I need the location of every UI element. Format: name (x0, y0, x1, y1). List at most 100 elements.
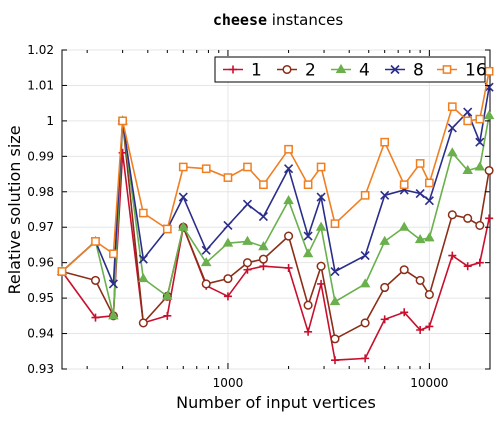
data-point (303, 300, 313, 310)
series-line (61, 71, 490, 273)
data-point (304, 327, 313, 336)
data-point (475, 258, 484, 267)
data-point (379, 235, 390, 245)
data-point (162, 224, 172, 234)
data-point (475, 137, 485, 147)
data-point (284, 231, 294, 241)
legend-item-16: 16 (437, 61, 487, 81)
data-point (200, 257, 212, 267)
legend-label: 1 (251, 61, 262, 81)
legend-label: 4 (359, 61, 370, 81)
y-tick-label: 1 (46, 114, 54, 128)
data-point (400, 308, 409, 317)
data-point (463, 107, 473, 117)
data-point (414, 234, 426, 244)
y-tick-label: 0.96 (27, 256, 54, 270)
chart-title-code: cheese (213, 11, 267, 29)
data-point (258, 212, 268, 222)
data-point (415, 275, 425, 285)
data-point (91, 313, 100, 322)
data-point (447, 147, 458, 157)
data-point (284, 263, 293, 272)
plot-area (61, 49, 491, 370)
data-point (416, 326, 425, 335)
y-axis-label: Relative solution size (5, 125, 24, 294)
data-point (316, 261, 326, 271)
data-point (303, 231, 313, 241)
series-line (61, 115, 490, 316)
x-tick-label: 1000 (213, 376, 244, 390)
data-point (303, 180, 313, 190)
data-point (223, 220, 233, 231)
data-point (463, 262, 472, 271)
data-point (223, 292, 232, 301)
data-point (360, 190, 370, 200)
data-point (258, 254, 268, 264)
data-point (380, 190, 390, 200)
x-tick-label: 10000 (410, 376, 448, 390)
data-point (475, 114, 485, 124)
data-point (483, 109, 495, 120)
data-point (360, 318, 370, 328)
data-point (259, 180, 268, 190)
data-point (447, 123, 457, 133)
data-point (315, 221, 327, 231)
data-point (91, 237, 100, 246)
data-point (463, 116, 473, 126)
chart-title: cheese instances (213, 11, 344, 29)
y-tick-label: 1.02 (27, 43, 54, 57)
data-point (177, 221, 189, 231)
data-point (178, 192, 188, 202)
series-16 (57, 66, 494, 276)
chart-title-text: instances (267, 11, 343, 29)
data-point (138, 318, 148, 328)
data-point (329, 296, 341, 306)
legend-label: 2 (305, 61, 316, 81)
y-tick-label: 0.98 (27, 185, 54, 199)
data-point (360, 251, 370, 261)
legend-marker (390, 64, 400, 75)
data-point (485, 214, 494, 223)
data-point (223, 274, 233, 284)
data-point (330, 219, 340, 229)
data-point (243, 162, 252, 172)
data-point (242, 235, 253, 245)
data-point (447, 210, 457, 220)
data-point (201, 245, 211, 255)
data-point (399, 180, 409, 190)
series-4 (56, 109, 495, 320)
data-point (162, 290, 173, 300)
data-point (424, 232, 435, 242)
data-point (222, 237, 234, 247)
data-point (108, 310, 119, 320)
legend-item-8: 8 (385, 61, 424, 81)
data-point (201, 164, 211, 174)
data-point (284, 144, 293, 154)
data-point (330, 356, 339, 365)
series-layer (56, 66, 495, 365)
data-point (57, 267, 67, 276)
legend-item-1: 1 (223, 61, 262, 81)
data-point (484, 66, 494, 76)
data-point (163, 311, 172, 320)
data-point (302, 248, 314, 258)
data-point (448, 251, 457, 260)
data-point (138, 273, 149, 283)
series-line (61, 120, 490, 341)
data-point (330, 334, 340, 344)
data-point (359, 278, 371, 288)
legend-marker (229, 65, 237, 74)
legend-item-4: 4 (331, 61, 370, 81)
data-point (398, 221, 410, 231)
data-point (330, 266, 340, 277)
data-point (424, 196, 434, 206)
grid (62, 49, 490, 370)
y-tick-label: 0.94 (27, 327, 54, 341)
data-point (399, 265, 409, 275)
data-point (484, 165, 494, 176)
legend: 1 2 4 8 16 (214, 56, 487, 83)
data-point (258, 241, 269, 251)
data-point (474, 161, 486, 171)
